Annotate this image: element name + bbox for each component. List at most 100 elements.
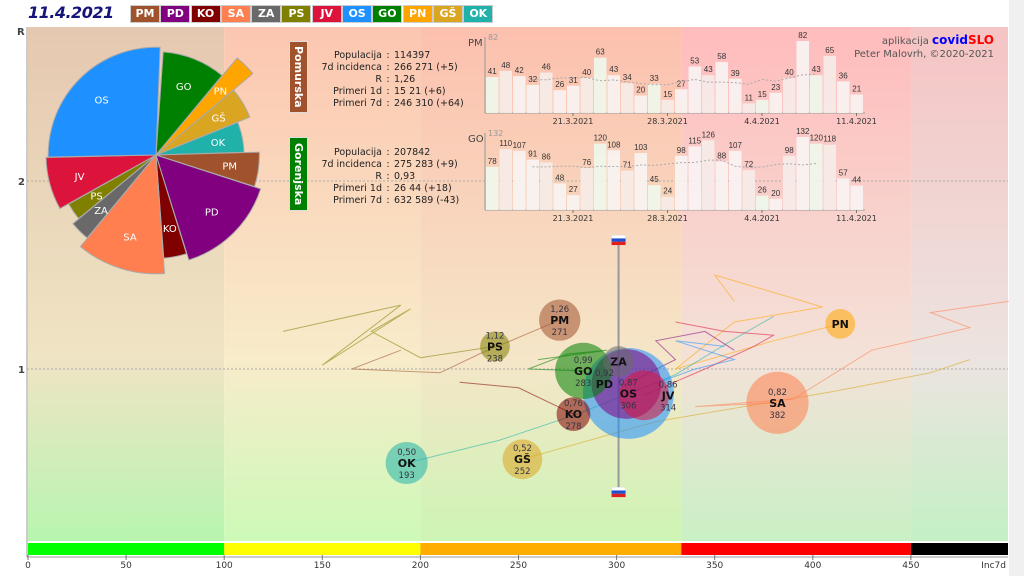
bar [810, 143, 823, 210]
bar [742, 103, 755, 113]
info-value: 114397 [394, 50, 431, 61]
slovenia-flag-icon [611, 241, 626, 246]
x-tick-label: 100 [216, 561, 233, 571]
bar [621, 83, 634, 113]
info-value: 0,93 [394, 171, 416, 182]
bar [783, 155, 796, 210]
legend-chip-go: GO [373, 6, 402, 22]
bar-value-label: 91 [528, 150, 537, 159]
legend-chip-pm: PM [131, 6, 159, 22]
bar [567, 195, 580, 210]
bubble-label-ps: PS1,12 238 [485, 331, 504, 364]
credit: aplikacija covidSLO Peter Malovrh, ©2020… [854, 34, 994, 61]
bubble-za [603, 346, 634, 377]
bubble-inc-value: 278 [565, 422, 581, 432]
bar-value-label: 108 [607, 140, 621, 149]
bar-value-label: 107 [513, 141, 527, 150]
bar [742, 170, 755, 210]
bubble-r-value: 0,99 [574, 356, 593, 366]
bar [621, 170, 634, 210]
pie-slice-label: GŠ [211, 112, 225, 125]
bubble-label-jv: JV0,86 314 [659, 380, 678, 413]
bar [675, 89, 688, 113]
bar-value-label: 39 [731, 69, 740, 78]
bar-value-label: 21 [852, 85, 861, 94]
info-label: 7d incidenca [321, 62, 382, 73]
info-label: R [375, 74, 382, 85]
pie-slice-label: ZA [94, 206, 108, 217]
info-value: 266 271 (+5) [394, 62, 458, 73]
bar-value-label: 57 [839, 168, 848, 177]
legend-chip-sa: SA [221, 6, 250, 22]
bar [823, 144, 836, 210]
bar-series-label: PM [468, 38, 483, 49]
bar [688, 66, 701, 113]
bubble-inc-value: 283 [575, 379, 591, 389]
bar-value-label: 46 [542, 63, 551, 72]
info-label: R [375, 171, 382, 182]
bubble-label-pd: PD0,92 [595, 369, 614, 391]
info-row: Primeri 7d:246 310 (+64) [312, 98, 464, 110]
bar-value-label: 58 [717, 52, 726, 61]
bar-value-label: 71 [623, 161, 632, 170]
pie-slice-label: JV [74, 172, 85, 183]
bar [715, 62, 728, 113]
bubble-ps [480, 331, 510, 362]
legend-chip-gš: GŠ [433, 6, 462, 22]
bar-date-label: 4.4.2021 [744, 214, 780, 223]
bar [756, 99, 769, 113]
bar [715, 161, 728, 210]
bubble-gš [502, 439, 543, 480]
pie-slice-label: PN [214, 87, 228, 98]
bar-value-label: 34 [623, 73, 632, 82]
bar [634, 95, 647, 113]
bar-value-label: 45 [650, 175, 659, 184]
x-axis-label: Inc7d [981, 561, 1006, 571]
info-value: 15 21 (+6) [394, 86, 446, 97]
bubble-label-ko: KO0,76 278 [564, 399, 583, 432]
bar-value-label: 107 [729, 141, 743, 150]
pie-slice-jv: JV [45, 154, 157, 210]
bubble-r-value: 0,87 [619, 378, 638, 388]
pie-slice [45, 154, 157, 210]
pie-slice-label: GO [176, 82, 192, 93]
bar-value-label: 98 [785, 146, 794, 155]
bar-value-label: 26 [555, 80, 564, 89]
bubble-region-label: SA [769, 397, 786, 410]
slovenia-flag-icon [611, 493, 626, 498]
y-tick-label: 1 [18, 365, 25, 376]
bar-value-label: 65 [825, 46, 834, 55]
bar-date-label: 21.3.2021 [553, 214, 594, 223]
bubble-label-os: OS0,87 306 [619, 378, 638, 411]
bar-value-label: 98 [677, 146, 686, 155]
bubble-region-label: JV [661, 389, 675, 402]
bar-date-label: 11.4.2021 [836, 214, 877, 223]
credit-prefix: aplikacija [881, 36, 929, 47]
info-row: Primeri 1d:15 21 (+6) [312, 86, 464, 98]
bubble-inc-value: 238 [487, 354, 503, 364]
bar [594, 143, 607, 210]
bar [661, 99, 674, 113]
region-bubbles [385, 299, 856, 485]
bar [513, 150, 526, 210]
pie-slice [155, 57, 254, 156]
bar [769, 198, 782, 210]
bubble-pm [539, 299, 581, 341]
info-label: Primeri 1d [333, 183, 382, 194]
bar [567, 85, 580, 113]
bar-value-label: 42 [515, 66, 524, 75]
bar-date-label: 28.3.2021 [647, 214, 688, 223]
pie-slice-za: ZA [72, 154, 157, 239]
bar [756, 195, 769, 210]
bubble-region-label: PN [832, 318, 849, 331]
region-name-label: Pomurska [290, 42, 307, 112]
bubble-go [555, 342, 612, 400]
pie-slice-pd: PD [155, 154, 262, 261]
bar [526, 159, 539, 210]
bar [783, 77, 796, 113]
info-row: R:0,93 [312, 171, 459, 183]
bar-value-label: 24 [663, 187, 672, 196]
bar-value-label: 43 [609, 65, 618, 74]
incidence-colorbar-segment [224, 543, 421, 555]
bubble-label-ok: OK0,50 193 [397, 448, 416, 481]
